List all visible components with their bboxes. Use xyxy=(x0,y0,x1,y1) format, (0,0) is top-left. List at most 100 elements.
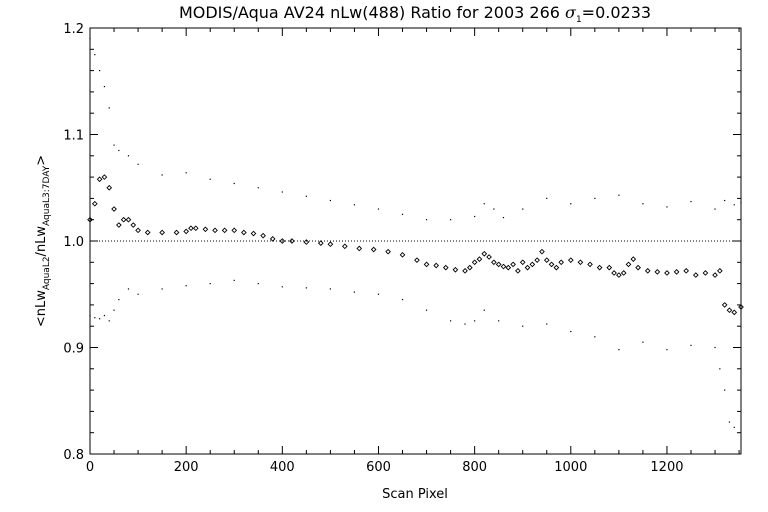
data-point xyxy=(433,262,440,269)
chart-title-main: MODIS/Aqua AV24 nLw(488) Ratio for 2003 … xyxy=(179,3,565,22)
data-point xyxy=(250,230,257,237)
data-point xyxy=(587,261,593,268)
data-point xyxy=(495,261,502,268)
bound-point xyxy=(474,320,476,322)
data-point xyxy=(712,272,718,278)
bound-point xyxy=(353,291,356,293)
y-axis-label-sub2: AquaL3:7DAY xyxy=(42,165,52,226)
bound-point xyxy=(618,194,620,196)
bound-point xyxy=(449,320,452,322)
bound-point xyxy=(594,197,596,199)
x-tick-label: 800 xyxy=(462,460,487,475)
data-point xyxy=(231,227,238,234)
bound-point xyxy=(728,421,731,423)
bound-point xyxy=(724,389,726,391)
bound-point xyxy=(493,208,495,210)
bound-point xyxy=(733,204,735,206)
y-axis-label-sub1: AquaL2 xyxy=(42,256,52,290)
data-point xyxy=(96,176,103,183)
data-point xyxy=(548,261,555,268)
x-tick-label: 1200 xyxy=(650,460,683,475)
series-upper-bound xyxy=(89,38,742,221)
x-axis-label: Scan Pixel xyxy=(382,487,448,502)
bound-point xyxy=(89,314,91,317)
bound-point xyxy=(161,288,163,290)
bound-point xyxy=(546,323,548,325)
bound-point xyxy=(103,85,106,88)
x-tick-label: 200 xyxy=(174,460,199,475)
bound-point xyxy=(108,107,110,109)
data-point xyxy=(519,259,526,266)
data-point xyxy=(644,267,651,274)
bound-point xyxy=(502,216,505,219)
data-point xyxy=(673,269,680,275)
data-point xyxy=(183,228,189,235)
axis-tick-labels: 0 200 400 600 800 1000 1200 0.8 0.9 1.0 1.1 1.2 xyxy=(63,22,683,475)
bound-point xyxy=(546,197,548,199)
data-point xyxy=(692,272,699,278)
plot-frame xyxy=(89,27,742,455)
data-point xyxy=(611,270,617,276)
data-point xyxy=(491,259,497,266)
bound-point xyxy=(103,314,106,317)
data-point xyxy=(529,261,536,268)
bound-point xyxy=(209,178,211,180)
data-points xyxy=(87,38,744,428)
bound-point xyxy=(714,208,716,210)
data-point xyxy=(654,269,661,275)
data-point xyxy=(116,222,122,228)
data-point xyxy=(505,264,512,271)
bound-point xyxy=(233,182,235,185)
data-point xyxy=(486,254,492,260)
bound-point xyxy=(127,155,130,157)
axis-ticks xyxy=(89,27,741,455)
bound-point xyxy=(329,288,331,290)
data-point xyxy=(423,261,430,268)
data-point xyxy=(466,264,473,271)
data-point xyxy=(269,236,276,242)
data-point xyxy=(664,270,670,276)
bound-point xyxy=(522,325,524,327)
bound-point xyxy=(377,293,380,295)
x-tick-label: 0 xyxy=(86,460,94,475)
data-point xyxy=(144,229,151,236)
y-axis-label-mid: /nLw xyxy=(34,226,49,257)
data-point xyxy=(606,264,613,271)
data-point xyxy=(303,239,310,245)
bound-point xyxy=(724,199,726,202)
bound-point xyxy=(464,323,466,325)
data-point xyxy=(192,225,199,232)
bound-point xyxy=(425,309,428,311)
data-point xyxy=(135,227,141,234)
data-point xyxy=(414,257,420,264)
data-point xyxy=(202,226,209,233)
bound-point xyxy=(113,309,115,311)
data-point xyxy=(721,302,728,308)
data-point xyxy=(327,241,334,248)
data-point xyxy=(534,257,540,264)
data-point xyxy=(558,259,565,266)
bound-point xyxy=(401,213,404,215)
data-point xyxy=(635,264,641,271)
bound-point xyxy=(185,172,187,174)
data-point xyxy=(717,267,723,274)
data-point xyxy=(341,243,348,250)
bound-point xyxy=(522,208,524,210)
bound-point xyxy=(642,203,644,205)
data-point xyxy=(726,307,733,314)
data-point xyxy=(543,257,550,264)
bound-point xyxy=(714,346,716,349)
x-tick-label: 400 xyxy=(270,460,295,475)
bound-point xyxy=(281,191,283,193)
bound-point xyxy=(449,219,452,221)
bound-point xyxy=(353,204,356,206)
data-point xyxy=(442,264,449,271)
chart-title: MODIS/Aqua AV24 nLw(488) Ratio for 2003 … xyxy=(179,3,651,25)
bound-point xyxy=(89,38,91,40)
bound-point xyxy=(329,199,331,202)
data-point xyxy=(221,227,228,234)
data-point xyxy=(173,229,180,236)
chart-title-sigma-value: =0.0233 xyxy=(582,3,651,22)
data-point xyxy=(125,216,132,223)
y-tick-label: 1.0 xyxy=(63,235,84,250)
